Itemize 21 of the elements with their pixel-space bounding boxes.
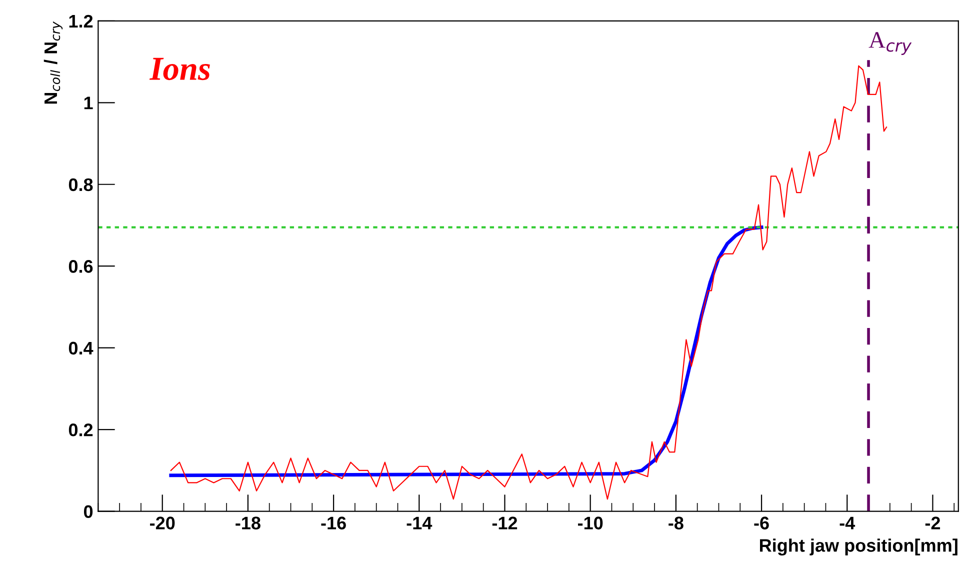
y-tick-label: 0.8 bbox=[68, 178, 93, 192]
x-tick-label: -4 bbox=[840, 516, 856, 530]
x-tick-label: -6 bbox=[754, 516, 769, 530]
x-tick-label: -14 bbox=[406, 516, 432, 530]
x-tick-label: -12 bbox=[492, 516, 518, 530]
y-tick-label: 1 bbox=[84, 96, 93, 110]
x-tick-label: -18 bbox=[236, 516, 260, 530]
y-tick-label: 0.2 bbox=[68, 424, 93, 436]
y-tick-label: 0.4 bbox=[68, 342, 94, 355]
x-tick-label: -16 bbox=[321, 516, 346, 530]
ref-line-label: A$_{cry}$ bbox=[868, 32, 912, 55]
x-tick-label: -10 bbox=[578, 516, 603, 530]
x-axis-title: Right jaw position[mm] bbox=[760, 538, 958, 556]
y-tick-label: 1.2 bbox=[69, 14, 93, 28]
y-axis-title: N$_{coll}$ / N$_{cry}$ bbox=[44, 21, 63, 104]
x-tick-label: -2 bbox=[925, 516, 940, 530]
y-tick-label: 0.6 bbox=[68, 260, 93, 273]
x-tick-label: -8 bbox=[668, 516, 684, 530]
annotation: Ions bbox=[149, 58, 210, 80]
x-tick-label: -20 bbox=[150, 516, 175, 530]
y-tick-label: 0 bbox=[84, 505, 93, 518]
